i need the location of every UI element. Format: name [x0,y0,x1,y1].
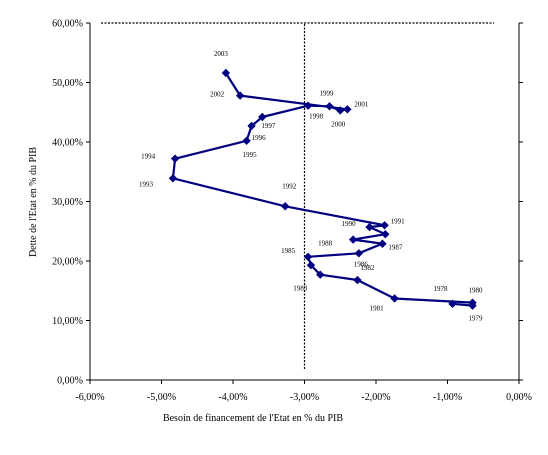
data-point-marker [325,102,334,111]
x-tick-label: -2,00% [361,392,390,403]
data-point-marker [303,252,313,262]
y-tick-label: 60,00% [52,19,83,30]
x-tick-label: -1,00% [433,392,462,403]
data-label: 2001 [354,100,369,108]
data-label: 1993 [139,180,154,188]
x-tick-label: -5,00% [147,392,176,403]
data-point-marker [381,230,390,239]
data-point-marker [390,294,399,303]
y-tick-label: 40,00% [52,138,83,149]
data-label: 1999 [320,89,335,97]
data-label: 1978 [434,285,449,293]
y-axis-title: Dette de l'Etat en % du PIB [28,147,39,257]
data-point-marker [354,249,364,258]
data-label: 1988 [318,240,333,248]
y-tick-label: 20,00% [52,257,83,268]
data-point-marker [380,221,389,230]
x-tick-label: -4,00% [218,392,247,403]
data-label: 1986 [354,260,369,268]
data-label: 2002 [210,91,225,99]
data-label: 1996 [252,134,267,142]
data-label: 1997 [261,122,276,130]
y-tick-label: 30,00% [52,197,83,208]
data-point-marker [168,174,178,183]
data-label: 1981 [370,304,385,312]
data-point-marker [303,101,313,110]
data-point-marker [336,106,345,115]
data-point-marker [353,275,362,285]
x-tick-label: -6,00% [75,392,104,403]
data-label: 1992 [282,182,297,190]
data-point-marker [348,235,358,244]
data-label: 1994 [141,153,156,161]
y-tick-label: 10,00% [52,316,83,327]
data-label: 1987 [388,244,403,252]
data-point-marker [365,222,374,232]
data-label: 1991 [391,217,406,225]
data-label: 1990 [342,220,357,228]
data-point-marker [316,270,325,279]
data-label: 2003 [214,50,229,58]
x-tick-label: -3,00% [290,392,319,403]
data-point-marker [247,121,256,131]
data-label: 1983 [293,285,308,293]
data-label: 1980 [469,287,484,295]
data-point-marker [235,91,245,100]
data-label: 1979 [469,315,484,323]
y-tick-label: 0,00% [57,376,83,387]
data-label: 2000 [331,120,346,128]
data-label: 1998 [309,113,324,121]
data-point-marker [280,202,290,211]
data-point-marker [242,136,251,146]
data-point-marker [343,105,352,114]
data-point-marker [258,112,267,122]
x-tick-label: 0,00% [506,392,532,403]
x-axis-title: Besoin de financement de l'Etat en % du … [163,413,343,424]
data-point-marker [170,154,180,163]
data-point-marker [448,299,457,309]
data-label: 1982 [360,264,375,272]
data-point-marker [378,239,387,248]
data-label: 1985 [281,247,296,255]
data-point-marker [468,298,477,307]
data-label: 1995 [243,151,258,159]
data-point-marker [221,68,231,78]
y-tick-label: 50,00% [52,78,83,89]
series-line [171,72,474,307]
data-point-marker [306,260,316,270]
